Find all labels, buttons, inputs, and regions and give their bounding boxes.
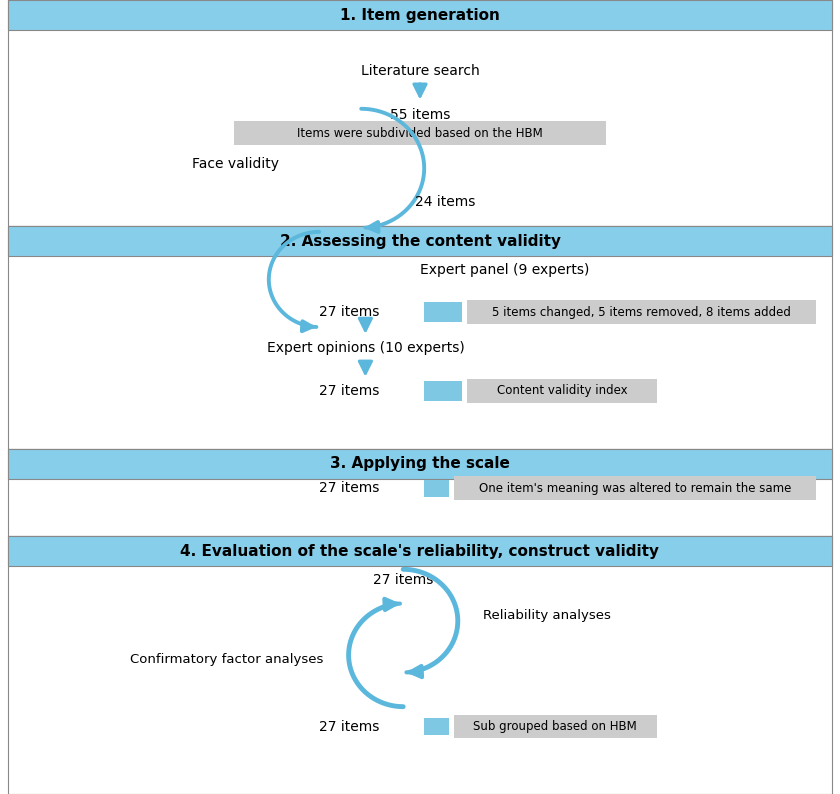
Text: Confirmatory factor analyses: Confirmatory factor analyses [130,653,323,665]
Text: 5 items changed, 5 items removed, 8 items added: 5 items changed, 5 items removed, 8 item… [492,306,791,318]
Bar [8,0,832,226]
Text: 55 items: 55 items [390,108,450,122]
Text: 24 items: 24 items [415,195,475,210]
Text: 27 items: 27 items [319,719,380,734]
FancyBboxPatch shape [467,300,816,324]
Text: 4. Evaluation of the scale's reliability, construct validity: 4. Evaluation of the scale's reliability… [181,544,659,558]
Text: One item's meaning was altered to remain the same: One item's meaning was altered to remain… [479,482,791,495]
Text: 2. Assessing the content validity: 2. Assessing the content validity [280,234,560,249]
Text: 27 items: 27 items [319,481,380,495]
Text: Items were subdivided based on the HBM: Items were subdivided based on the HBM [297,127,543,140]
Text: Content validity index: Content validity index [496,384,627,397]
Text: 27 items: 27 items [319,305,380,319]
Bar [8,0,832,30]
Bar [8,536,832,794]
Bar [8,449,832,479]
FancyBboxPatch shape [234,121,606,145]
Text: Literature search: Literature search [360,64,480,79]
Bar [8,536,832,566]
Text: Sub grouped based on HBM: Sub grouped based on HBM [474,720,637,733]
Bar [424,381,462,400]
Text: 3. Applying the scale: 3. Applying the scale [330,457,510,471]
Bar [8,449,832,536]
Bar [8,226,832,256]
Text: Expert opinions (10 experts): Expert opinions (10 experts) [266,341,465,355]
Text: Reliability analyses: Reliability analyses [483,609,611,622]
Bar [424,480,449,497]
FancyBboxPatch shape [454,476,816,500]
Bar [424,302,462,322]
Text: 27 items: 27 items [319,384,380,398]
Text: 27 items: 27 items [373,572,433,587]
FancyBboxPatch shape [454,715,657,738]
Text: Face validity: Face validity [192,157,279,172]
Text: Expert panel (9 experts): Expert panel (9 experts) [420,263,590,277]
Bar [8,226,832,449]
Bar [424,718,449,735]
Text: 1. Item generation: 1. Item generation [340,8,500,22]
FancyBboxPatch shape [467,379,657,403]
